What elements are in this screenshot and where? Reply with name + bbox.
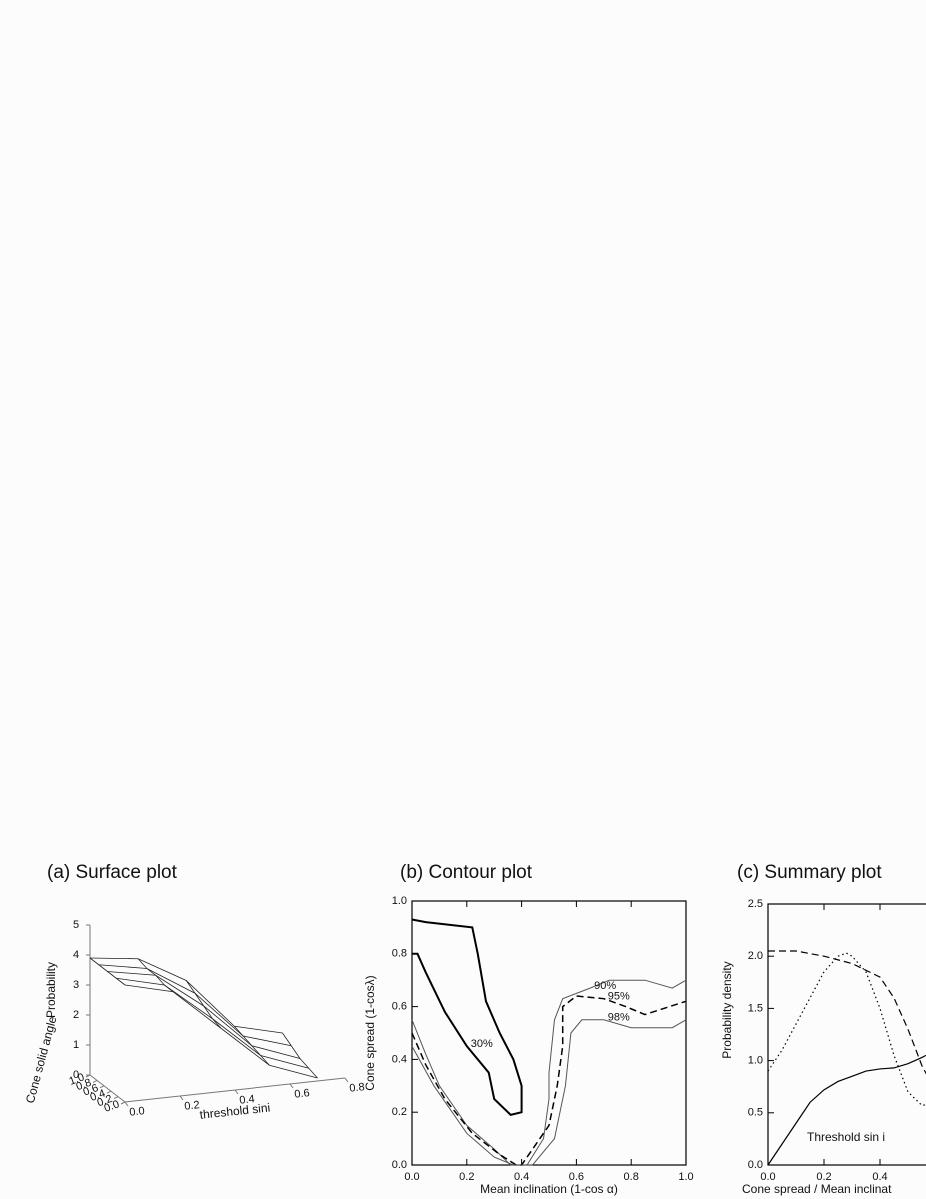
x-tick-label: 0.2 (184, 1099, 200, 1113)
x-tick-label: 0.0 (404, 1171, 419, 1183)
z-tick-label: 2 (73, 1009, 79, 1021)
x-tick-label: 0.4 (514, 1171, 529, 1183)
series-line (768, 950, 926, 1075)
surface-line (185, 980, 222, 1029)
y-tick-label: 0.8 (392, 948, 407, 960)
x-tick (289, 1083, 294, 1089)
y-axis-label: Probability density (720, 961, 734, 1058)
y-tick-label: 1.5 (748, 1002, 763, 1014)
z-tick-label: 4 (73, 949, 79, 961)
x-tick-label: 0.0 (129, 1105, 145, 1119)
contour-label: 30% (471, 1038, 493, 1050)
x-tick-label: 0.6 (569, 1171, 584, 1183)
y-tick-label: 0.0 (392, 1159, 407, 1171)
z-tick-label: 3 (73, 979, 79, 991)
contour-line (411, 979, 687, 1166)
y-tick-label: 0.8 (75, 1077, 93, 1094)
x-tick-label: 0.2 (816, 1171, 831, 1183)
y-tick-label: 0.0 (103, 1098, 121, 1115)
series-line (767, 952, 926, 1107)
y-tick-label: 0.5 (748, 1107, 763, 1119)
y-tick-label: 1.0 (748, 1055, 763, 1067)
y-tick-label: 0.2 (392, 1106, 407, 1118)
y-tick (99, 1085, 105, 1089)
contour-label: 98% (608, 1012, 630, 1024)
contour-label: 90% (594, 980, 616, 992)
y-tick-label: 0.6 (82, 1082, 100, 1099)
x-tick (179, 1095, 184, 1101)
x-tick (234, 1089, 239, 1095)
x-axis-label: Cone spread / Mean inclinat (742, 1182, 892, 1196)
y-tick-label: 2.0 (748, 950, 763, 962)
series-line (767, 1054, 926, 1166)
annotation: Threshold sin i (807, 1130, 885, 1144)
y-tick (120, 1101, 126, 1105)
y-tick-label: 0.4 (392, 1053, 407, 1065)
y-tick-label: 0.4 (89, 1087, 107, 1104)
chart-title: (a) Surface plot (47, 862, 178, 883)
contour-label: 95% (608, 991, 630, 1003)
x-tick-label: 0.2 (459, 1171, 474, 1183)
x-axis-label: Mean inclination (1-cos α) (480, 1182, 618, 1196)
contour-line (411, 918, 523, 1116)
contour-line (411, 1019, 687, 1166)
z-axis-label: Probability (44, 962, 58, 1018)
y-tick-label: 1.0 (392, 895, 407, 907)
x-tick-label: 0.4 (872, 1171, 887, 1183)
x-tick-label: 0.4 (239, 1093, 255, 1107)
y-tick (113, 1096, 119, 1100)
surface-line (89, 957, 126, 986)
z-tick-label: 0 (73, 1069, 79, 1081)
x-tick-label: 0.8 (624, 1171, 639, 1183)
y-tick-label: 2.5 (748, 898, 763, 910)
x-tick-label: 0.8 (349, 1081, 365, 1095)
x-tick-label: 0.6 (294, 1087, 310, 1101)
x-tick (124, 1101, 129, 1107)
surface-line (282, 1032, 318, 1079)
y-tick-label: 0.6 (392, 1001, 407, 1013)
y-tick-label: 0.0 (748, 1159, 763, 1171)
chart-title: (c) Summary plot (737, 862, 882, 883)
y-tick (92, 1079, 98, 1083)
y-tick-label: 1.0 (68, 1071, 86, 1088)
x-tick-label: 0.0 (760, 1171, 775, 1183)
x-tick-label: 1.0 (678, 1171, 693, 1183)
y-tick (106, 1090, 112, 1094)
plot-frame (767, 903, 926, 1166)
z-tick-label: 1 (73, 1039, 79, 1051)
chart-title: (b) Contour plot (400, 862, 533, 883)
x-tick (344, 1077, 349, 1083)
z-tick-label: 5 (73, 919, 79, 931)
contour-line (411, 995, 687, 1166)
surface-line (234, 1025, 270, 1066)
surface-line (137, 958, 174, 993)
y-tick-label: 0.2 (96, 1093, 114, 1110)
y-axis-label: Cone spread (1-cosλ) (363, 975, 377, 1090)
y-axis (89, 1074, 126, 1103)
